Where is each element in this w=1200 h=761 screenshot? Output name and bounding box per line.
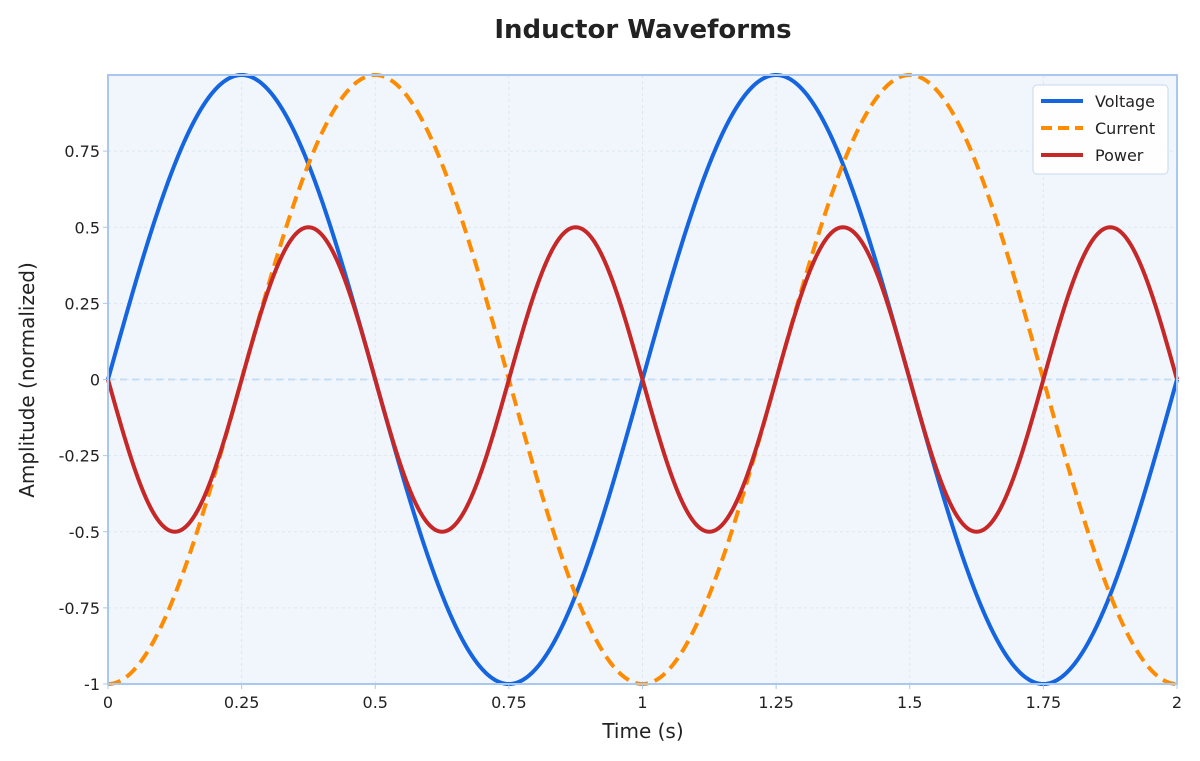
y-tick-label: -0.25 — [59, 447, 100, 466]
x-tick-label: 1.75 — [1026, 693, 1062, 712]
y-tick-label: 0.75 — [64, 142, 100, 161]
legend-label-current: Current — [1095, 119, 1155, 138]
x-tick-label: 0 — [103, 693, 113, 712]
y-tick-label: -0.75 — [59, 599, 100, 618]
x-tick-label: 0.5 — [363, 693, 388, 712]
y-tick-label: 0 — [90, 371, 100, 390]
x-axis-label: Time (s) — [601, 719, 683, 743]
x-tick-label: 1 — [637, 693, 647, 712]
legend-label-power: Power — [1095, 146, 1144, 165]
y-axis-ticks: -1 -0.75 -0.5 -0.25 0 0.25 0.5 0.75 — [59, 142, 108, 694]
y-tick-label: 0.25 — [64, 294, 100, 313]
x-tick-label: 2 — [1172, 693, 1182, 712]
x-tick-label: 0.25 — [224, 693, 260, 712]
chart-title: Inductor Waveforms — [494, 15, 791, 45]
y-tick-label: 0.5 — [75, 218, 100, 237]
x-axis-ticks: 0 0.25 0.5 0.75 1 1.25 1.5 1.75 2 — [103, 684, 1182, 712]
x-tick-label: 1.5 — [897, 693, 922, 712]
x-tick-label: 1.25 — [758, 693, 794, 712]
legend: Voltage Current Power — [1032, 84, 1169, 175]
y-tick-label: -1 — [84, 675, 100, 694]
legend-label-voltage: Voltage — [1095, 92, 1155, 111]
y-axis-label: Amplitude (normalized) — [15, 262, 39, 498]
legend-box — [1032, 84, 1169, 175]
series-line-power — [106, 225, 1179, 534]
x-tick-label: 0.75 — [491, 693, 527, 712]
y-tick-label: -0.5 — [69, 523, 100, 542]
